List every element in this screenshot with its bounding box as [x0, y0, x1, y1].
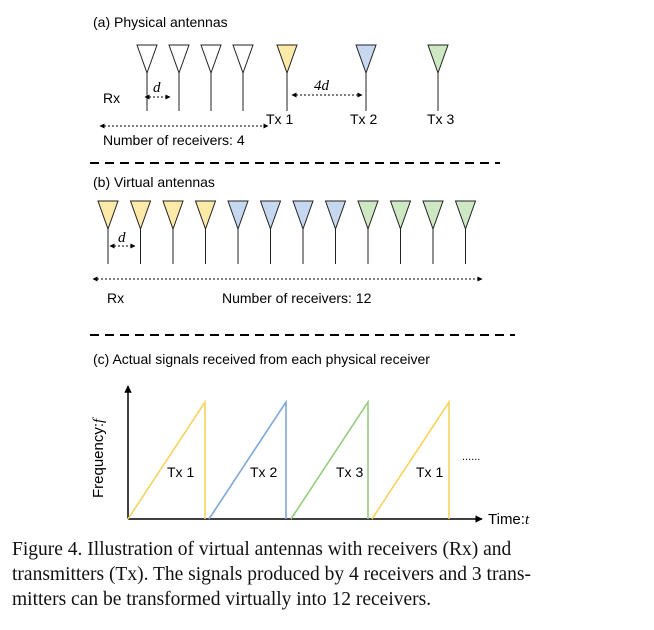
- virtual-antenna-1: [97, 200, 119, 264]
- y-axis-label: Frequency:f: [90, 417, 107, 498]
- rx-antenna-4: [232, 44, 254, 111]
- virtual-antenna-7: [292, 200, 314, 264]
- tx2-chirp: [208, 399, 287, 520]
- caption-line-3: mitters can be transformed virtually int…: [12, 589, 432, 610]
- panel-a-title: (a) Physical antennas: [93, 14, 228, 30]
- chirp-label-tx2: Tx 2: [250, 464, 277, 480]
- rx-antenna-1: [136, 44, 158, 111]
- receivers-count-a: Number of receivers: 4: [103, 132, 245, 148]
- tx3-label-a: Tx 3: [427, 111, 454, 127]
- virtual-antenna-8: [324, 200, 347, 264]
- panel-b-title: (b) Virtual antennas: [93, 174, 215, 190]
- virtual-antennas: [97, 200, 477, 264]
- tx3-chirp: [290, 399, 369, 520]
- virtual-antenna-6: [259, 200, 282, 264]
- x-axis-label: Time:t: [488, 511, 530, 528]
- d-label-b: d: [118, 230, 126, 246]
- chirp-label-tx1-repeat: Tx 1: [416, 464, 443, 480]
- rx-antenna-3: [200, 44, 222, 111]
- tx2-label-a: Tx 2: [350, 111, 377, 127]
- virtual-antenna-10: [389, 200, 412, 264]
- receivers-count-b: Number of receivers: 12: [222, 290, 372, 306]
- d-label-a: d: [153, 80, 161, 96]
- rx-label-b: Rx: [107, 290, 124, 306]
- virtual-antenna-3: [162, 200, 184, 264]
- virtual-antenna-9: [357, 200, 379, 264]
- caption-line-1: Figure 4. Illustration of virtual antenn…: [12, 539, 512, 560]
- virtual-antenna-5: [227, 200, 249, 264]
- tx3-antenna: [427, 44, 449, 111]
- virtual-antenna-12: [454, 200, 477, 264]
- figure-caption: Figure 4. Illustration of virtual antenn…: [12, 537, 644, 612]
- tx1-label-a: Tx 1: [266, 111, 293, 127]
- virtual-antenna-2: [129, 200, 152, 264]
- virtual-antenna-4: [194, 200, 217, 264]
- caption-line-2: transmitters (Tx). The signals produced …: [12, 564, 531, 585]
- physical-rx-antennas: [136, 44, 254, 111]
- rx-antenna-2: [168, 44, 190, 111]
- tx1-chirp-2: [371, 399, 450, 520]
- antenna-diagram: (a) Physical antennas Rx d 4d Tx 1 Tx 2 …: [90, 14, 530, 528]
- physical-tx-antennas: [276, 44, 449, 111]
- virtual-antenna-11: [422, 200, 444, 264]
- tx1-chirp-1: [127, 399, 206, 520]
- rx-label-a: Rx: [103, 90, 120, 106]
- chirp-label-tx3: Tx 3: [336, 464, 363, 480]
- chirp-label-tx1: Tx 1: [167, 464, 194, 480]
- continuation-ellipsis: ......: [462, 451, 480, 463]
- 4d-label: 4d: [314, 78, 330, 94]
- panel-c-title: (c) Actual signals received from each ph…: [93, 351, 430, 367]
- tx2-antenna: [355, 44, 377, 111]
- tx1-antenna: [276, 44, 298, 111]
